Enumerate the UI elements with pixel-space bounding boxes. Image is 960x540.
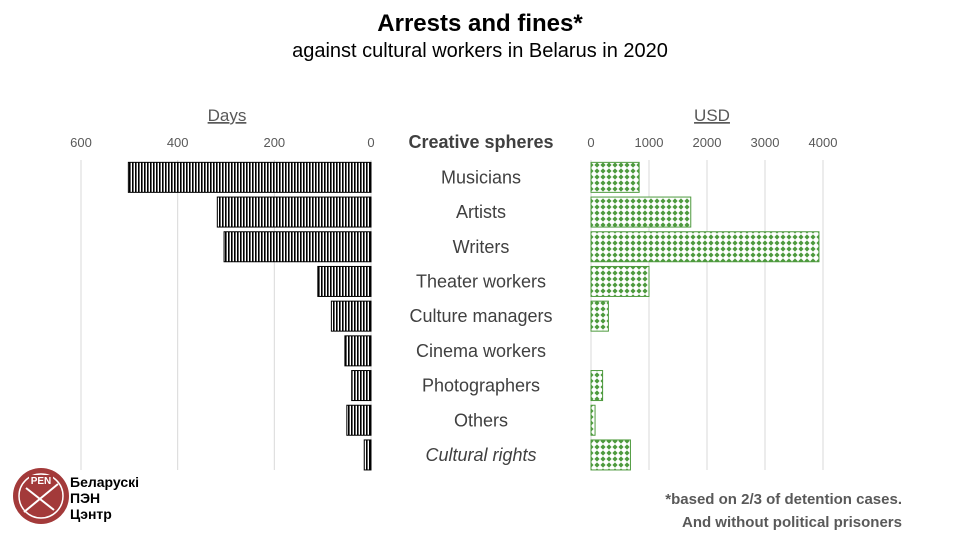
logo-line-1: Беларускі (70, 474, 140, 490)
category-label: Theater workers (416, 271, 546, 291)
days-bar (330, 300, 372, 332)
days-bar (344, 335, 372, 367)
days-bar (223, 231, 372, 263)
usd-bar (590, 161, 640, 193)
pen-logo: PEN (13, 468, 69, 524)
category-header: Creative spheres (408, 132, 553, 152)
usd-bar (590, 439, 631, 471)
logo-line-3: Цэнтр (70, 506, 112, 522)
usd-bar (590, 196, 692, 228)
days-bar (363, 439, 372, 471)
footnote-line-2: And without political prisoners (681, 514, 902, 531)
usd-bar (590, 370, 604, 402)
days-bar (127, 161, 372, 193)
logo-text: Беларускі ПЭН Цэнтр (70, 474, 139, 522)
days-axis-title: Days (208, 106, 247, 125)
usd-tick-label: 1000 (635, 135, 664, 150)
days-tick-label: 600 (70, 135, 92, 150)
days-bar (351, 370, 372, 402)
usd-tick-label: 0 (587, 135, 594, 150)
usd-tick-label: 2000 (693, 135, 722, 150)
days-tick-label: 200 (263, 135, 285, 150)
bars (127, 161, 820, 471)
category-label: Cinema workers (416, 341, 546, 361)
usd-bar (590, 404, 596, 436)
usd-bar (590, 265, 650, 297)
footnote: *based on 2/3 of detention cases. And wi… (665, 488, 902, 534)
usd-bar (590, 231, 820, 263)
usd-bar (590, 300, 609, 332)
logo-line-2: ПЭН (70, 490, 101, 506)
days-tick-label: 0 (367, 135, 374, 150)
category-label: Culture managers (409, 306, 552, 326)
usd-tick-label: 4000 (809, 135, 838, 150)
category-label: Artists (456, 202, 506, 222)
footnote-line-1: *based on 2/3 of detention cases. (665, 491, 902, 508)
logo-circle-text: PEN (31, 476, 52, 487)
category-label: Musicians (441, 167, 521, 187)
chart-title: Arrests and fines* (377, 10, 583, 37)
category-label: Cultural rights (425, 445, 536, 465)
category-label: Others (454, 410, 508, 430)
days-bar (216, 196, 372, 228)
category-label: Photographers (422, 376, 540, 396)
days-bar (346, 404, 372, 436)
days-bar (317, 265, 372, 297)
category-label: Writers (453, 237, 510, 257)
usd-axis-title: USD (694, 106, 730, 125)
chart-subtitle: against cultural workers in Belarus in 2… (292, 40, 668, 62)
days-tick-label: 400 (167, 135, 189, 150)
usd-tick-label: 3000 (751, 135, 780, 150)
